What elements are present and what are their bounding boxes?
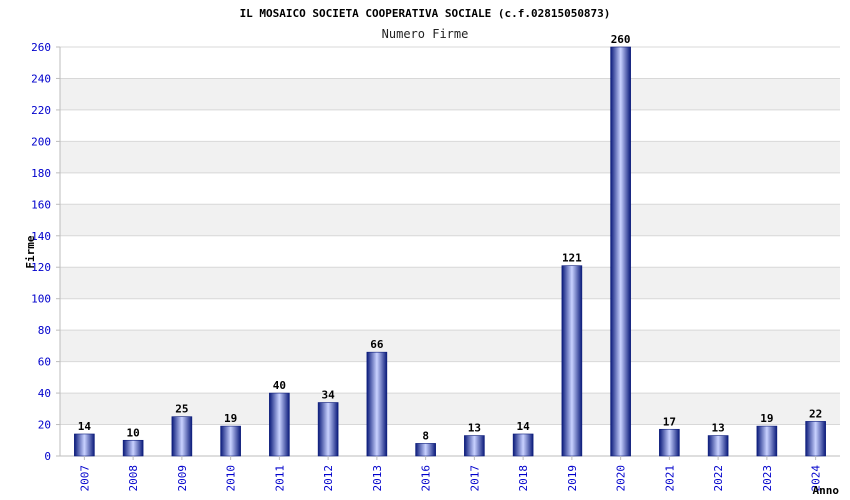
bar (366, 351, 388, 457)
x-tick-label: 2013 (371, 465, 384, 492)
x-tick-label: 2017 (468, 465, 481, 492)
bar (512, 433, 534, 457)
y-tick-labels: 0 20 40 60 80 100 120 140 160 180 200 220 240 260 (31, 41, 51, 463)
bar (269, 392, 290, 457)
bar (610, 46, 631, 457)
value-label: 13 (712, 422, 725, 435)
value-label: 22 (809, 407, 822, 420)
grid-band (60, 330, 840, 362)
x-tick-label: 2010 (225, 465, 238, 492)
y-tick-label: 240 (31, 72, 51, 85)
value-label: 19 (760, 412, 773, 425)
y-tick-label: 160 (31, 198, 51, 211)
y-tick-label: 180 (31, 167, 51, 180)
y-tick-label: 0 (44, 450, 51, 463)
y-tick-label: 260 (31, 41, 51, 54)
x-tick-label: 2022 (712, 465, 725, 492)
value-labels: 14 10 25 19 40 34 66 8 13 14 121 260 17 13 19 22 (78, 33, 823, 442)
x-tick-label: 2009 (176, 465, 189, 492)
x-axis-label: Anno (813, 484, 840, 497)
y-tick-label: 200 (31, 135, 51, 148)
value-label: 14 (517, 420, 531, 433)
x-tick-label: 2016 (420, 465, 433, 492)
x-tick-label: 2019 (566, 465, 579, 492)
grid-band (60, 78, 840, 110)
y-tick-label: 20 (38, 419, 51, 432)
bar (415, 443, 436, 457)
y-tick-label: 60 (38, 356, 51, 369)
bar (220, 425, 241, 457)
x-tick-label: 2023 (761, 465, 774, 492)
y-tick-label: 220 (31, 104, 51, 117)
value-label: 25 (175, 403, 188, 416)
bar (171, 416, 193, 457)
x-tick-labels: 2007 2008 2009 2010 2011 2012 2013 2016 2017 2018… (78, 456, 823, 492)
y-tick-label: 80 (38, 324, 51, 337)
value-label: 8 (422, 429, 429, 442)
x-tick-label: 2007 (78, 465, 91, 492)
x-tick-label: 2011 (273, 465, 286, 492)
bar (317, 402, 339, 457)
y-tick-label: 40 (38, 387, 51, 400)
bar (659, 428, 680, 457)
chart-subtitle: Numero Firme (382, 27, 469, 41)
value-label: 121 (562, 252, 582, 265)
bar (464, 435, 485, 457)
value-label: 260 (611, 33, 631, 46)
y-tick-label: 140 (31, 230, 51, 243)
value-label: 19 (224, 412, 237, 425)
grid-band (60, 267, 840, 299)
value-label: 40 (273, 379, 286, 392)
bar (707, 435, 729, 457)
grid-bands (60, 78, 840, 425)
x-tick-label: 2012 (322, 465, 335, 492)
bar (805, 421, 826, 457)
bars (74, 46, 826, 457)
x-tick-label: 2008 (127, 465, 140, 492)
grid-band (60, 141, 840, 173)
value-label: 66 (370, 338, 384, 351)
y-axis-label: Firme (24, 235, 37, 268)
bar (74, 433, 95, 457)
x-tick-label: 2024 (810, 465, 823, 492)
value-label: 17 (663, 415, 676, 428)
value-label: 10 (127, 426, 140, 439)
x-tick-label: 2020 (615, 465, 628, 492)
value-label: 34 (322, 389, 336, 402)
y-tick-label: 120 (31, 261, 51, 274)
x-tick-label: 2018 (517, 465, 530, 492)
value-label: 13 (468, 422, 481, 435)
chart-title: IL MOSAICO SOCIETA COOPERATIVA SOCIALE (… (240, 7, 611, 20)
y-tick-label: 100 (31, 293, 51, 306)
bar (756, 425, 778, 457)
value-label: 14 (78, 420, 92, 433)
bar (561, 265, 583, 457)
grid-band (60, 204, 840, 236)
x-tick-label: 2021 (663, 465, 676, 492)
bar (122, 439, 144, 457)
